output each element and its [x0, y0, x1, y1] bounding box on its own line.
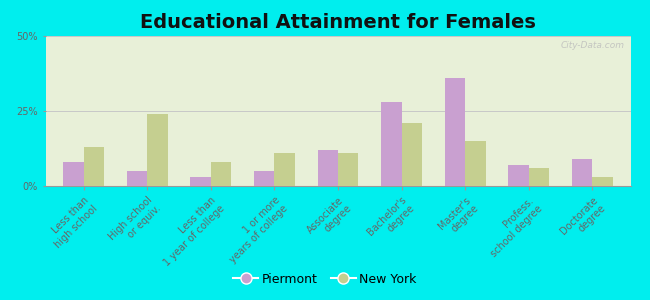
Bar — [190, 177, 211, 186]
Bar — [318, 150, 338, 186]
Bar — [445, 78, 465, 186]
Bar — [211, 162, 231, 186]
Bar — [528, 168, 549, 186]
Bar — [508, 165, 528, 186]
Bar — [274, 153, 294, 186]
Bar — [465, 141, 486, 186]
Bar — [402, 123, 422, 186]
Bar — [148, 114, 168, 186]
Bar — [382, 102, 402, 186]
Bar — [84, 147, 104, 186]
Bar — [338, 153, 358, 186]
Legend: Piermont, New York: Piermont, New York — [228, 268, 422, 291]
Title: Educational Attainment for Females: Educational Attainment for Females — [140, 13, 536, 32]
Bar — [254, 171, 274, 186]
Bar — [592, 177, 613, 186]
Bar — [63, 162, 84, 186]
Bar — [127, 171, 148, 186]
Text: City-Data.com: City-Data.com — [561, 40, 625, 50]
Bar — [572, 159, 592, 186]
